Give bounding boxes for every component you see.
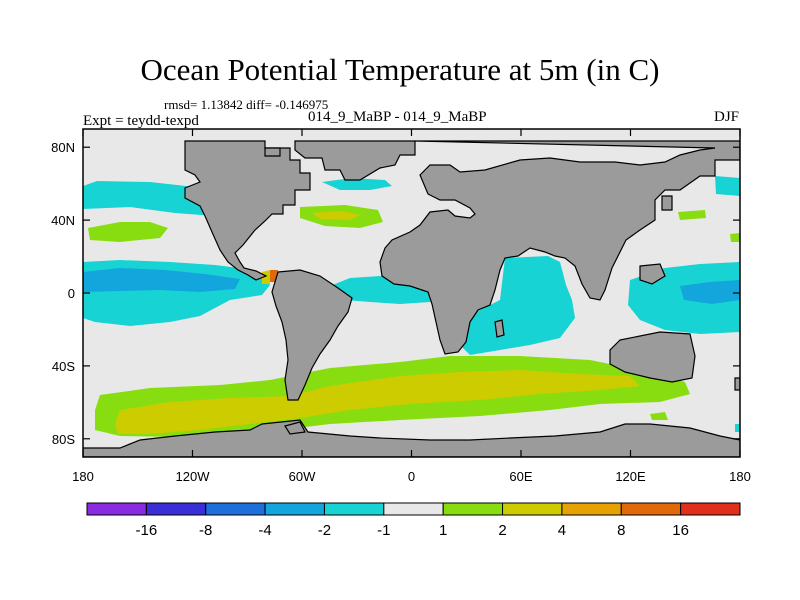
- chart-title: Ocean Potential Temperature at 5m (in C): [140, 52, 660, 87]
- australia-land: [609, 331, 696, 383]
- colorbar-swatch-2: [205, 502, 266, 516]
- colorbar-swatch-9: [620, 502, 682, 516]
- greenland-land: [294, 140, 416, 181]
- colorbar-label: -1: [377, 522, 390, 539]
- y-tick-label: 80N: [51, 140, 75, 155]
- colorbar-swatch-8: [561, 502, 622, 516]
- south-pacific-warm-edge: [650, 412, 668, 420]
- x-tick-label: 180: [72, 469, 94, 484]
- colorbar: -16 -8 -4 -2 -1 1 2 4 8 16: [86, 502, 741, 539]
- eurasia-africa-land: [379, 140, 740, 355]
- indian-ocean-cool-region: [455, 256, 575, 355]
- season-label: DJF: [713, 109, 739, 125]
- colorbar-label: 8: [617, 522, 625, 539]
- north-america-land: [184, 140, 311, 281]
- stats-text: rmsd= 1.13842 diff= -0.146975: [164, 97, 329, 112]
- colorbar-swatch-10: [680, 502, 741, 516]
- colorbar-swatch-4: [323, 502, 385, 516]
- new-zealand-land: [734, 377, 740, 391]
- x-tick-label: 180: [729, 469, 751, 484]
- south-indian-cool-spot: [735, 424, 740, 432]
- colorbar-label: 2: [498, 522, 506, 539]
- madagascar-land: [494, 319, 505, 338]
- land-masses: [83, 140, 740, 457]
- ross-ice-land: [284, 421, 306, 435]
- axes: 180 120W 60W 0 60E 120E 180 80N 40N 0 40S 80S: [51, 129, 751, 484]
- x-tick-label: 60W: [289, 469, 316, 484]
- y-tick-label: 40S: [52, 359, 75, 374]
- x-tick-label: 120W: [176, 469, 211, 484]
- southern-ocean-yellow-core: [115, 370, 640, 434]
- north-pacific-warm-region: [88, 222, 168, 242]
- japan-land: [661, 195, 673, 211]
- west-tropical-pacific-core: [680, 280, 740, 304]
- x-tick-label: 120E: [615, 469, 646, 484]
- colorbar-swatch-6: [442, 502, 504, 516]
- northeast-pacific-cool-region: [715, 176, 740, 196]
- colorbar-label: -16: [136, 522, 158, 539]
- tropical-pacific-core: [83, 268, 240, 292]
- antarctica-land: [83, 419, 740, 457]
- x-tick-label: 60E: [509, 469, 532, 484]
- colorbar-swatch-0: [86, 502, 147, 516]
- south-america-land: [271, 269, 353, 401]
- north-atlantic-yellow-core: [312, 211, 360, 220]
- west-pacific-warm-small: [730, 233, 740, 242]
- arctic-fringe-cool: [322, 178, 392, 190]
- colorbar-swatch-1: [145, 502, 207, 516]
- y-tick-label: 80S: [52, 432, 75, 447]
- case-label: 014_9_MaBP - 014_9_MaBP: [308, 109, 487, 125]
- colorbar-label: 4: [558, 522, 566, 539]
- colorbar-swatch-7: [502, 502, 563, 516]
- colorbar-label: -4: [258, 522, 271, 539]
- colorbar-label: 1: [439, 522, 447, 539]
- colorbar-label: -2: [318, 522, 331, 539]
- east-pacific-yellow-spot: [262, 270, 270, 284]
- x-tick-label: 0: [408, 469, 415, 484]
- colorbar-swatch-3: [264, 502, 325, 516]
- experiment-label: Expt = teydd-texpd: [83, 113, 199, 129]
- y-tick-label: 40N: [51, 213, 75, 228]
- y-tick-label: 0: [68, 286, 75, 301]
- west-pacific-warm-region: [678, 210, 706, 220]
- colorbar-label: 16: [672, 522, 689, 539]
- colorbar-label: -8: [199, 522, 212, 539]
- indonesia-land: [639, 263, 666, 285]
- colorbar-swatch-5: [383, 502, 444, 516]
- canadian-arctic-land: [264, 147, 281, 157]
